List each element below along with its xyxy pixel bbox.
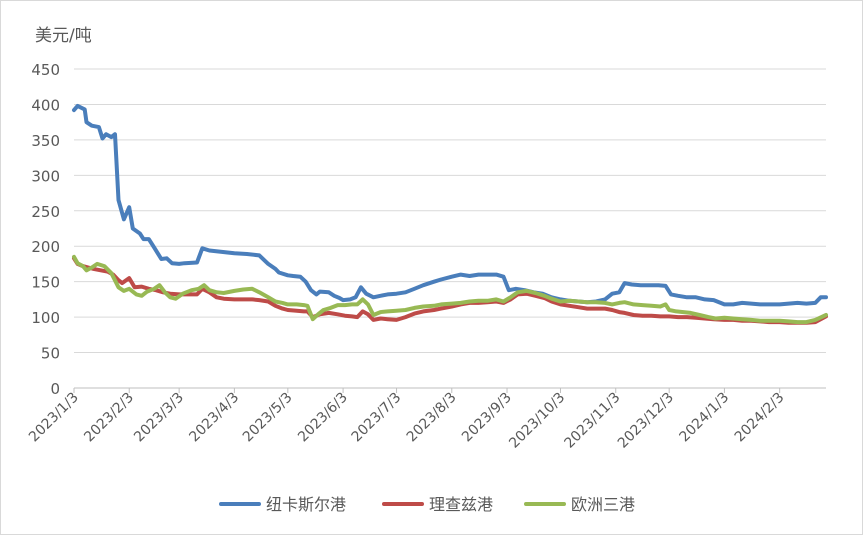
gridlines [74, 68, 826, 389]
x-tick-label: 2023/7/3 [349, 390, 405, 446]
x-tick-label: 2023/11/3 [561, 390, 623, 452]
y-tick-label: 0 [50, 380, 60, 398]
legend-label-2: 理查兹港 [429, 495, 493, 514]
y-tick-label: 50 [41, 345, 60, 363]
x-tick-label: 2023/12/3 [615, 390, 677, 452]
x-tick-label: 2023/2/3 [81, 390, 137, 446]
legend: 纽卡斯尔港 理查兹港 欧洲三港 [219, 495, 635, 514]
legend-label-1: 纽卡斯尔港 [266, 495, 346, 514]
y-tick-label: 250 [31, 203, 60, 221]
x-tick-label: 2023/4/3 [186, 390, 242, 446]
y-tick-label: 450 [31, 61, 60, 79]
y-axis-ticks: 0 50 100 150 200 250 300 350 400 450 [31, 61, 60, 398]
series-line-3 [72, 254, 828, 325]
x-tick-label: 2024/1/3 [676, 390, 732, 446]
x-tick-label: 2023/8/3 [404, 390, 460, 446]
y-tick-label: 350 [31, 132, 60, 150]
series-line-1 [72, 103, 828, 307]
y-tick-label: 400 [31, 96, 60, 114]
x-tick-label: 2023/3/3 [131, 390, 187, 446]
x-tick-label: 2023/6/3 [295, 390, 351, 446]
y-axis-unit-label: 美元/吨 [35, 26, 92, 46]
x-tick-label: 2023/10/3 [506, 390, 568, 452]
y-tick-label: 100 [31, 309, 60, 327]
series-line-2 [72, 256, 828, 325]
legend-label-3: 欧洲三港 [571, 495, 635, 514]
x-tick-label: 2023/9/3 [459, 390, 515, 446]
y-tick-label: 150 [31, 274, 60, 292]
x-tick-label: 2023/5/3 [240, 390, 296, 446]
y-tick-label: 200 [31, 238, 60, 256]
series-lines [72, 103, 828, 325]
x-tick-label: 2024/2/3 [732, 390, 788, 446]
y-tick-label: 300 [31, 167, 60, 185]
